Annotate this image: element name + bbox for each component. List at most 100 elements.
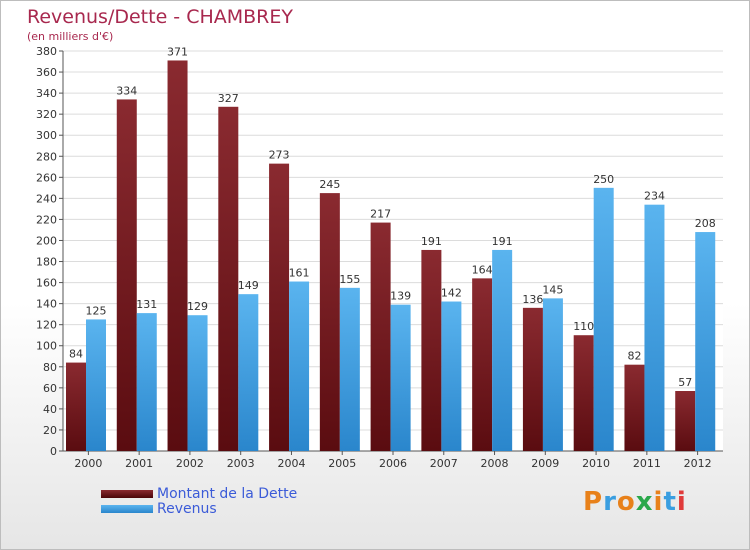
legend-swatch-dette	[101, 490, 153, 498]
revenus-bar	[390, 304, 411, 451]
dette-bar	[269, 163, 290, 451]
dette-bar	[675, 391, 696, 451]
dette-bar	[421, 249, 442, 451]
y-tick-label: 60	[43, 382, 57, 395]
data-label: 327	[218, 92, 239, 105]
logo-letter: x	[635, 487, 654, 517]
x-tick-label: 2002	[176, 457, 204, 470]
data-label: 191	[492, 235, 513, 248]
y-tick-label: 180	[36, 256, 57, 269]
logo-letter: r	[603, 487, 617, 517]
data-label: 234	[644, 190, 665, 203]
data-label: 149	[238, 279, 259, 292]
revenus-bar	[542, 298, 563, 451]
y-tick-label: 20	[43, 424, 57, 437]
revenus-bar	[86, 319, 106, 451]
revenus-bar	[136, 313, 157, 451]
data-label: 245	[319, 178, 340, 191]
y-tick-label: 260	[36, 171, 57, 184]
y-tick-label: 240	[36, 192, 57, 205]
y-tick-label: 120	[36, 319, 57, 332]
y-tick-label: 360	[36, 66, 57, 79]
legend-swatch-revenus	[101, 505, 153, 513]
dette-bar	[573, 335, 594, 451]
bars	[66, 60, 716, 451]
data-label: 82	[627, 350, 641, 363]
y-tick-label: 380	[36, 45, 57, 58]
logo-letter: i	[653, 487, 664, 517]
axes: 0 20 40 60 80 100 120 140 160 180 200 220 240 260 280 3…	[36, 45, 723, 470]
x-tick-label: 2010	[582, 457, 610, 470]
revenus-bar	[289, 281, 310, 451]
dette-bar	[167, 60, 188, 451]
logo-letter: o	[616, 487, 636, 517]
dette-bar	[522, 307, 543, 451]
data-labels: 84 125 334 131 371 129 327 149 273 161 245 155 217 13…	[69, 45, 716, 389]
data-label: 334	[116, 84, 137, 97]
data-label: 217	[370, 208, 391, 221]
data-label: 139	[390, 290, 411, 303]
x-tick-label: 2006	[379, 457, 407, 470]
data-label: 371	[167, 45, 188, 58]
y-tick-label: 300	[36, 129, 57, 142]
y-tick-label: 80	[43, 361, 57, 374]
logo-letter: t	[663, 487, 677, 517]
data-label: 191	[421, 235, 442, 248]
x-tick-label: 2007	[430, 457, 458, 470]
revenus-bar	[593, 187, 614, 451]
x-tick-label: 2011	[633, 457, 661, 470]
revenus-bar	[339, 287, 360, 451]
data-label: 84	[69, 348, 83, 361]
revenus-bar	[644, 204, 665, 451]
revenus-bar	[187, 315, 208, 451]
chart-title: Revenus/Dette - CHAMBREY	[27, 6, 293, 28]
dette-bar	[624, 364, 645, 451]
data-label: 250	[593, 173, 614, 186]
dette-bar	[370, 222, 391, 451]
legend-label-revenus: Revenus	[157, 501, 217, 517]
y-tick-label: 200	[36, 234, 57, 247]
chart-subtitle: (en milliers d'€)	[27, 30, 114, 43]
data-label: 155	[339, 273, 360, 286]
x-tick-label: 2005	[328, 457, 356, 470]
dette-bar	[116, 99, 137, 451]
revenus-bar	[695, 232, 716, 451]
data-label: 136	[522, 293, 543, 306]
data-label: 208	[695, 217, 716, 230]
dette-bar	[472, 278, 493, 451]
y-tick-label: 340	[36, 87, 57, 100]
data-label: 131	[136, 298, 157, 311]
revenus-bar	[238, 294, 259, 451]
data-label: 129	[187, 300, 208, 313]
x-tick-label: 2000	[74, 457, 102, 470]
dette-bar	[66, 362, 86, 451]
revenus-bar	[441, 301, 462, 451]
y-tick-label: 0	[50, 445, 57, 458]
data-label: 273	[269, 149, 290, 162]
data-label: 161	[289, 267, 310, 280]
x-tick-label: 2009	[531, 457, 559, 470]
data-label: 125	[86, 304, 107, 317]
data-label: 57	[678, 376, 692, 389]
x-tick-label: 2012	[684, 457, 712, 470]
y-tick-label: 160	[36, 277, 57, 290]
revenus-bar	[492, 249, 513, 451]
x-tick-label: 2004	[277, 457, 305, 470]
legend-label-dette: Montant de la Dette	[157, 486, 298, 502]
logo-letter: P	[583, 487, 604, 517]
y-tick-label: 40	[43, 403, 57, 416]
data-label: 164	[472, 263, 493, 276]
logo-letter: i	[676, 487, 687, 517]
y-tick-label: 220	[36, 213, 57, 226]
y-tick-label: 140	[36, 298, 57, 311]
dette-bar	[218, 106, 239, 451]
x-tick-label: 2003	[227, 457, 255, 470]
x-tick-label: 2008	[481, 457, 509, 470]
proxiti-logo: Proxiti	[583, 487, 687, 517]
x-tick-label: 2001	[125, 457, 153, 470]
data-label: 142	[441, 287, 462, 300]
y-tick-label: 100	[36, 340, 57, 353]
dette-bar	[319, 193, 340, 451]
